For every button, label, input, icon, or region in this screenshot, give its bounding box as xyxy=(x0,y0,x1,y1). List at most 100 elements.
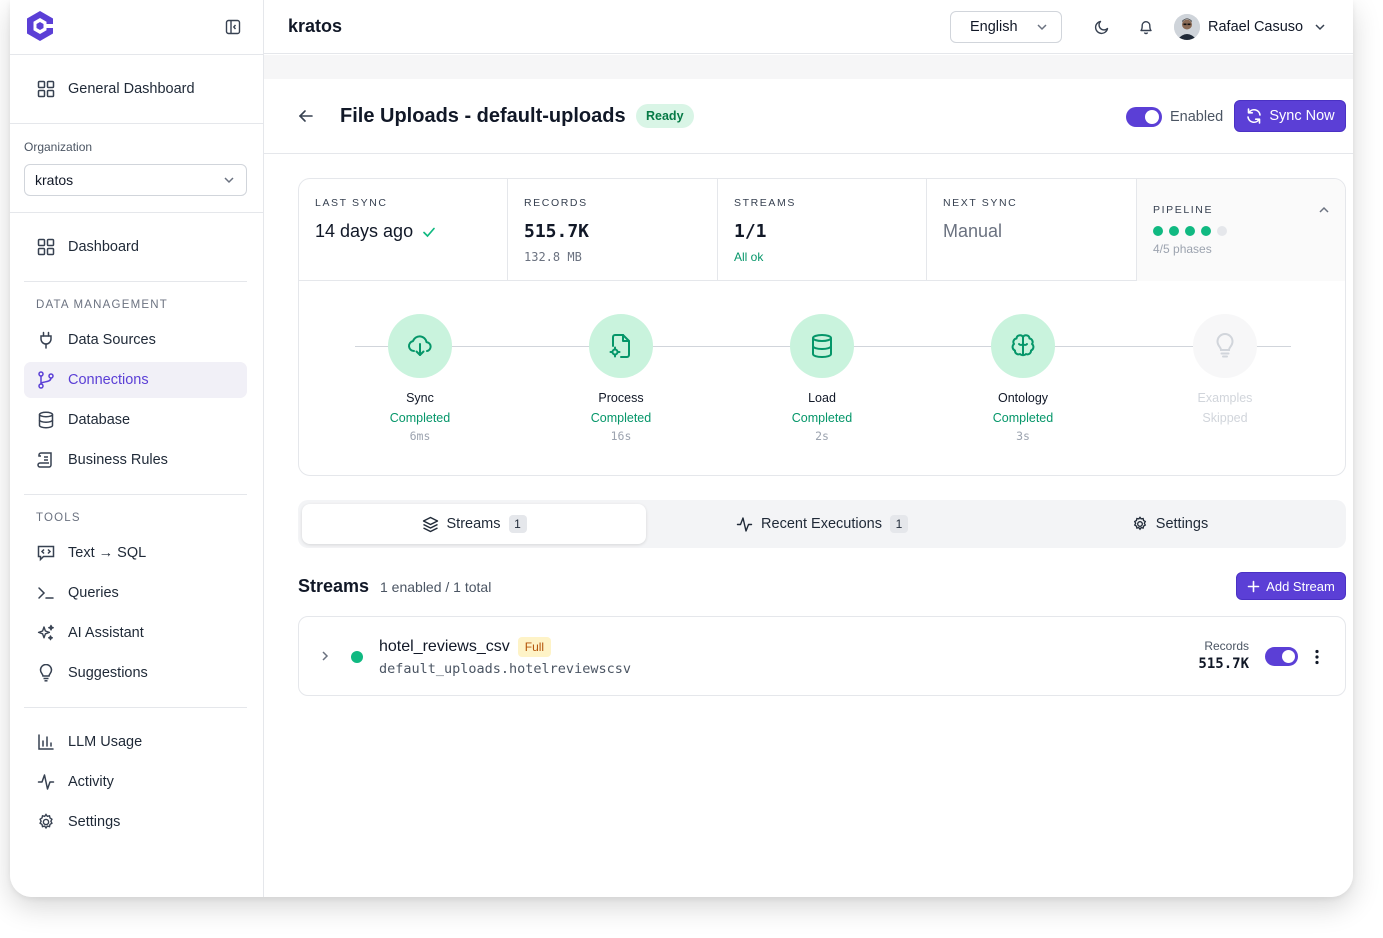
git-branch-icon xyxy=(36,370,56,390)
enabled-toggle[interactable] xyxy=(1126,107,1162,127)
stat-label: RECORDS xyxy=(524,197,588,209)
divider xyxy=(24,281,247,282)
more-vertical-icon[interactable] xyxy=(1307,645,1327,669)
sidebar-item-data-sources[interactable]: Data Sources xyxy=(24,322,247,358)
sidebar-item-label: Dashboard xyxy=(68,239,139,255)
stat-value: 1/1 xyxy=(734,221,767,242)
streams-summary: 1 enabled / 1 total xyxy=(380,579,492,595)
sidebar-item-queries[interactable]: Queries xyxy=(24,575,247,611)
check-icon xyxy=(422,225,436,239)
phase-time: 3s xyxy=(1016,429,1030,443)
org-select-value: kratos xyxy=(35,172,74,188)
sidebar-item-settings[interactable]: Settings xyxy=(24,804,247,840)
sidebar-item-suggestions[interactable]: Suggestions xyxy=(24,655,247,691)
sidebar-collapse-icon[interactable] xyxy=(222,16,244,38)
phase-status: Completed xyxy=(791,411,853,425)
user-menu[interactable]: Rafael Casuso xyxy=(1174,13,1327,41)
sidebar-item-ai-assistant[interactable]: AI Assistant xyxy=(24,615,247,651)
stat-sub: 4/5 phases xyxy=(1153,242,1212,256)
chevron-down-icon xyxy=(1313,20,1327,34)
sidebar-item-label: Connections xyxy=(68,372,149,388)
pipeline-dot xyxy=(1153,226,1163,236)
phase-status: Completed xyxy=(590,411,652,425)
org-select[interactable]: kratos xyxy=(24,164,247,196)
sync-now-button[interactable]: Sync Now xyxy=(1234,100,1346,132)
page-title: File Uploads - default-uploads xyxy=(340,105,626,127)
chevron-up-icon[interactable] xyxy=(1317,203,1331,217)
stat-sub: 132.8 MB xyxy=(524,250,582,264)
pipeline-phases: Sync Completed 6ms Process Completed 16s xyxy=(299,281,1345,475)
phase-time: 6ms xyxy=(409,429,431,443)
stream-name-text: hotel_reviews_csv xyxy=(379,638,510,655)
arrow-left-icon[interactable] xyxy=(294,104,318,128)
lightbulb-icon xyxy=(36,663,56,683)
phase-examples: Examples Skipped xyxy=(1165,314,1285,429)
sidebar-item-business-rules[interactable]: Business Rules xyxy=(24,442,247,478)
bell-icon[interactable] xyxy=(1134,15,1158,39)
sidebar-item-label: Activity xyxy=(68,774,114,790)
cloud-download-icon xyxy=(388,314,452,378)
stat-streams: STREAMS 1/1 All ok xyxy=(718,179,927,281)
plus-icon xyxy=(1247,580,1260,593)
stat-last-sync: LAST SYNC 14 days ago xyxy=(299,179,508,281)
phase-time: 16s xyxy=(610,429,632,443)
lightbulb-icon xyxy=(1193,314,1257,378)
last-sync-value: 14 days ago xyxy=(315,221,414,241)
main-content: File Uploads - default-uploads Ready Ena… xyxy=(264,55,1353,897)
group-title-tools: TOOLS xyxy=(36,512,81,524)
chevron-right-icon[interactable] xyxy=(315,646,335,666)
tab-streams[interactable]: Streams 1 xyxy=(302,504,646,544)
sidebar-item-label: Data Sources xyxy=(68,332,156,348)
enabled-control: Enabled xyxy=(1126,107,1223,127)
file-cog-icon xyxy=(589,314,653,378)
gear-icon xyxy=(1132,516,1148,532)
stream-path: default_uploads.hotelreviewscsv xyxy=(379,661,631,677)
stream-name: hotel_reviews_csv Full xyxy=(379,637,552,657)
sidebar-item-llm-usage[interactable]: LLM Usage xyxy=(24,724,247,760)
sidebar-item-activity[interactable]: Activity xyxy=(24,764,247,800)
page-top-strip xyxy=(264,55,1353,79)
language-select-value: English xyxy=(970,19,1018,35)
sidebar-item-connections[interactable]: Connections xyxy=(24,362,247,398)
layout-grid-icon xyxy=(36,79,56,99)
stat-value: 14 days ago xyxy=(315,221,491,242)
tab-recent-executions[interactable]: Recent Executions 1 xyxy=(650,504,994,544)
avatar xyxy=(1174,14,1200,40)
stream-enabled-toggle[interactable] xyxy=(1265,647,1298,666)
sidebar-item-database[interactable]: Database xyxy=(24,402,247,438)
tab-settings[interactable]: Settings xyxy=(998,504,1342,544)
phase-time: 2s xyxy=(815,429,829,443)
streams-heading: Streams xyxy=(298,576,370,596)
divider xyxy=(24,494,247,495)
enabled-label: Enabled xyxy=(1170,109,1224,125)
stream-status-dot xyxy=(351,651,363,663)
org-label: Organization xyxy=(24,140,93,154)
add-stream-button[interactable]: Add Stream xyxy=(1236,572,1346,600)
stat-label: NEXT SYNC xyxy=(943,197,1018,209)
pipeline-dot xyxy=(1169,226,1179,236)
phase-process: Process Completed 16s xyxy=(561,314,681,443)
sidebar-item-text-to-sql[interactable]: Text → SQL xyxy=(24,535,247,571)
phase-name: Examples xyxy=(1197,391,1253,405)
sidebar-item-label: Database xyxy=(68,412,131,428)
gear-icon xyxy=(36,812,56,832)
sidebar-header xyxy=(10,0,264,54)
stats-row: LAST SYNC 14 days ago RECORDS 515.7K 132… xyxy=(299,179,1345,281)
sidebar-item-dashboard[interactable]: Dashboard xyxy=(24,229,247,265)
sidebar-item-general-dashboard[interactable]: General Dashboard xyxy=(24,71,247,107)
stat-pipeline[interactable]: PIPELINE 4/5 phases xyxy=(1137,179,1345,281)
status-badge: Ready xyxy=(636,104,694,128)
page-header: File Uploads - default-uploads Ready Ena… xyxy=(264,79,1353,154)
scroll-icon xyxy=(36,450,56,470)
phase-name: Load xyxy=(808,391,836,405)
database-icon xyxy=(790,314,854,378)
app-logo-icon[interactable] xyxy=(24,10,56,42)
moon-icon[interactable] xyxy=(1090,15,1114,39)
chevron-down-icon xyxy=(1035,20,1049,34)
stream-row[interactable]: hotel_reviews_csv Full default_uploads.h… xyxy=(298,616,1346,696)
stat-label: PIPELINE xyxy=(1153,204,1214,216)
language-select[interactable]: English xyxy=(950,11,1062,43)
divider xyxy=(24,707,247,708)
sync-summary-card: LAST SYNC 14 days ago RECORDS 515.7K 132… xyxy=(298,178,1346,476)
refresh-icon xyxy=(1245,107,1263,125)
